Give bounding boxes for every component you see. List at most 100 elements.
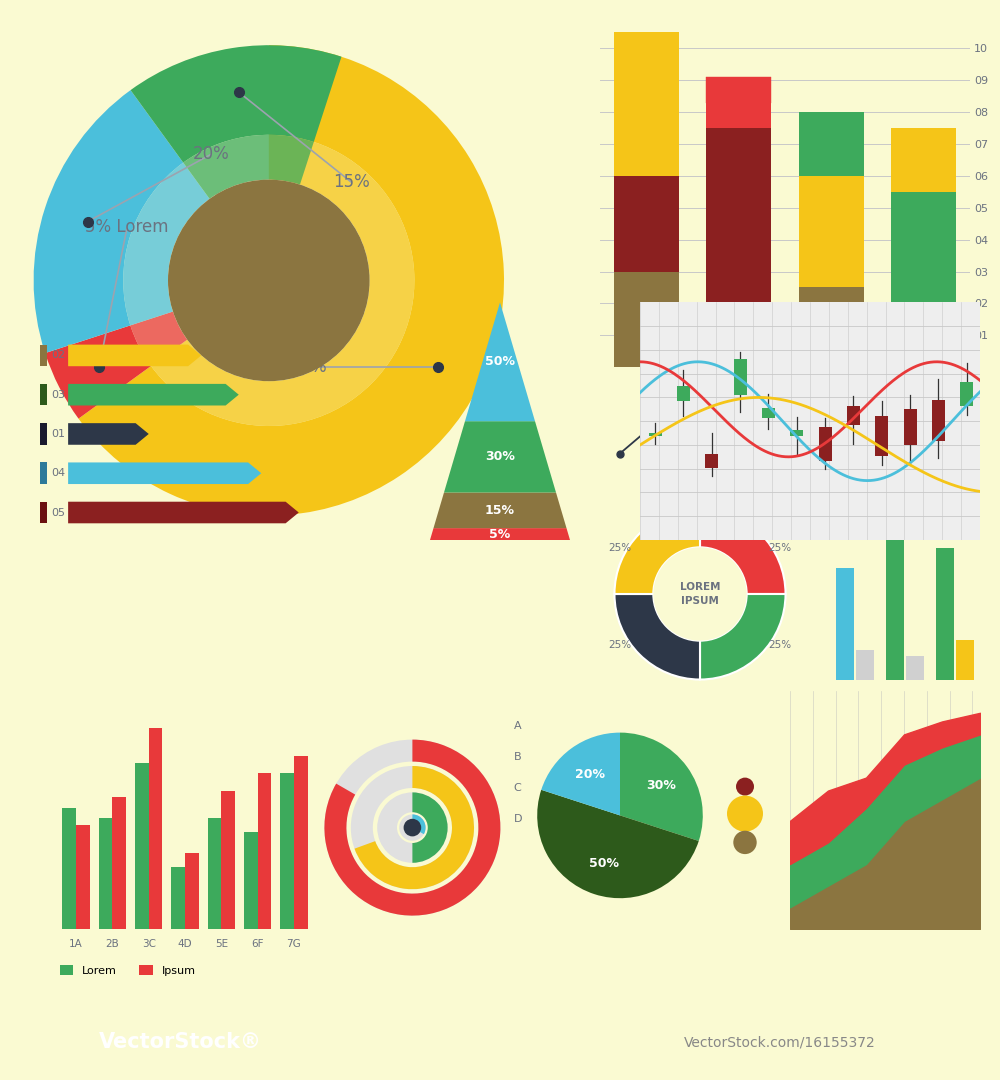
Bar bbox=[40, 423, 47, 445]
Bar bbox=[847, 406, 860, 426]
Text: 5% Lorem: 5% Lorem bbox=[85, 218, 169, 235]
Wedge shape bbox=[614, 594, 700, 679]
Wedge shape bbox=[700, 594, 786, 679]
Text: 20%: 20% bbox=[193, 146, 229, 163]
Wedge shape bbox=[355, 766, 474, 889]
Bar bbox=[932, 400, 945, 441]
Wedge shape bbox=[541, 732, 620, 815]
Wedge shape bbox=[34, 90, 183, 353]
Wedge shape bbox=[324, 740, 500, 916]
Bar bbox=[836, 568, 854, 680]
Wedge shape bbox=[620, 732, 703, 841]
Wedge shape bbox=[79, 45, 504, 515]
Bar bbox=[734, 360, 747, 395]
Text: 03: 03 bbox=[51, 390, 65, 400]
Wedge shape bbox=[324, 740, 500, 916]
Bar bbox=[891, 192, 956, 335]
Polygon shape bbox=[68, 423, 149, 445]
Bar bbox=[614, 271, 679, 367]
Circle shape bbox=[736, 778, 754, 796]
Polygon shape bbox=[68, 345, 201, 366]
Bar bbox=[706, 129, 771, 303]
Bar bbox=[856, 650, 874, 680]
Wedge shape bbox=[412, 814, 426, 834]
Polygon shape bbox=[68, 383, 239, 405]
Text: 25%: 25% bbox=[609, 640, 632, 650]
Wedge shape bbox=[130, 311, 187, 366]
Circle shape bbox=[727, 796, 763, 832]
Bar bbox=[904, 408, 917, 445]
Wedge shape bbox=[700, 509, 786, 594]
Bar bbox=[614, 0, 679, 176]
Bar bbox=[40, 383, 47, 405]
Bar bbox=[818, 427, 832, 461]
Polygon shape bbox=[465, 302, 535, 421]
Text: D: D bbox=[514, 814, 522, 824]
Bar bbox=[208, 819, 221, 929]
Text: 30%: 30% bbox=[646, 780, 676, 793]
Wedge shape bbox=[614, 509, 700, 594]
Bar bbox=[956, 639, 974, 680]
Bar bbox=[706, 103, 771, 129]
Bar bbox=[762, 408, 775, 418]
Bar bbox=[112, 797, 126, 929]
Bar bbox=[799, 176, 864, 287]
Wedge shape bbox=[131, 45, 341, 163]
Circle shape bbox=[168, 179, 370, 381]
Wedge shape bbox=[45, 325, 151, 419]
Polygon shape bbox=[68, 462, 261, 484]
Polygon shape bbox=[68, 502, 299, 524]
Bar bbox=[706, 77, 771, 103]
Text: 01: 01 bbox=[51, 429, 65, 438]
Text: 65%: 65% bbox=[291, 357, 328, 376]
Text: 25%: 25% bbox=[609, 543, 632, 553]
Bar bbox=[886, 538, 904, 680]
Bar bbox=[906, 656, 924, 680]
Wedge shape bbox=[151, 135, 414, 426]
Text: LOREM
IPSUM: LOREM IPSUM bbox=[680, 582, 720, 606]
Bar bbox=[294, 756, 308, 929]
Wedge shape bbox=[123, 163, 210, 325]
Bar bbox=[185, 853, 199, 929]
Wedge shape bbox=[183, 135, 314, 199]
Legend: Lorem, Ipsum: Lorem, Ipsum bbox=[56, 960, 200, 981]
Text: 02: 02 bbox=[51, 350, 65, 361]
Circle shape bbox=[404, 819, 421, 836]
Text: 50%: 50% bbox=[485, 355, 515, 368]
Bar bbox=[149, 728, 162, 929]
Bar bbox=[40, 462, 47, 484]
Bar bbox=[135, 762, 149, 929]
Text: 25%: 25% bbox=[768, 640, 791, 650]
Bar bbox=[648, 433, 662, 436]
Text: 15%: 15% bbox=[333, 173, 369, 191]
Bar bbox=[221, 791, 235, 929]
Bar bbox=[705, 454, 718, 468]
Circle shape bbox=[733, 831, 757, 854]
Bar bbox=[99, 819, 112, 929]
Bar bbox=[790, 430, 803, 435]
Text: 30%: 30% bbox=[485, 450, 515, 463]
Bar bbox=[706, 303, 771, 367]
Wedge shape bbox=[537, 789, 699, 899]
Text: 25%: 25% bbox=[768, 543, 791, 553]
Bar bbox=[875, 417, 888, 456]
Bar bbox=[891, 335, 956, 367]
Wedge shape bbox=[412, 793, 448, 863]
Text: 15%: 15% bbox=[485, 503, 515, 517]
Bar bbox=[76, 825, 90, 929]
Text: A: A bbox=[514, 721, 521, 731]
Bar bbox=[891, 129, 956, 192]
Bar bbox=[244, 832, 258, 929]
Text: 5%: 5% bbox=[489, 527, 511, 541]
Polygon shape bbox=[430, 528, 570, 540]
Circle shape bbox=[653, 548, 747, 640]
Wedge shape bbox=[399, 814, 426, 841]
Polygon shape bbox=[434, 492, 566, 528]
Bar bbox=[799, 287, 864, 367]
Text: B: B bbox=[514, 752, 521, 762]
Bar bbox=[40, 502, 47, 524]
Text: 04: 04 bbox=[51, 469, 65, 478]
Text: VectorStock®: VectorStock® bbox=[99, 1032, 261, 1052]
Bar bbox=[677, 386, 690, 401]
Text: VectorStock.com/16155372: VectorStock.com/16155372 bbox=[684, 1036, 876, 1049]
